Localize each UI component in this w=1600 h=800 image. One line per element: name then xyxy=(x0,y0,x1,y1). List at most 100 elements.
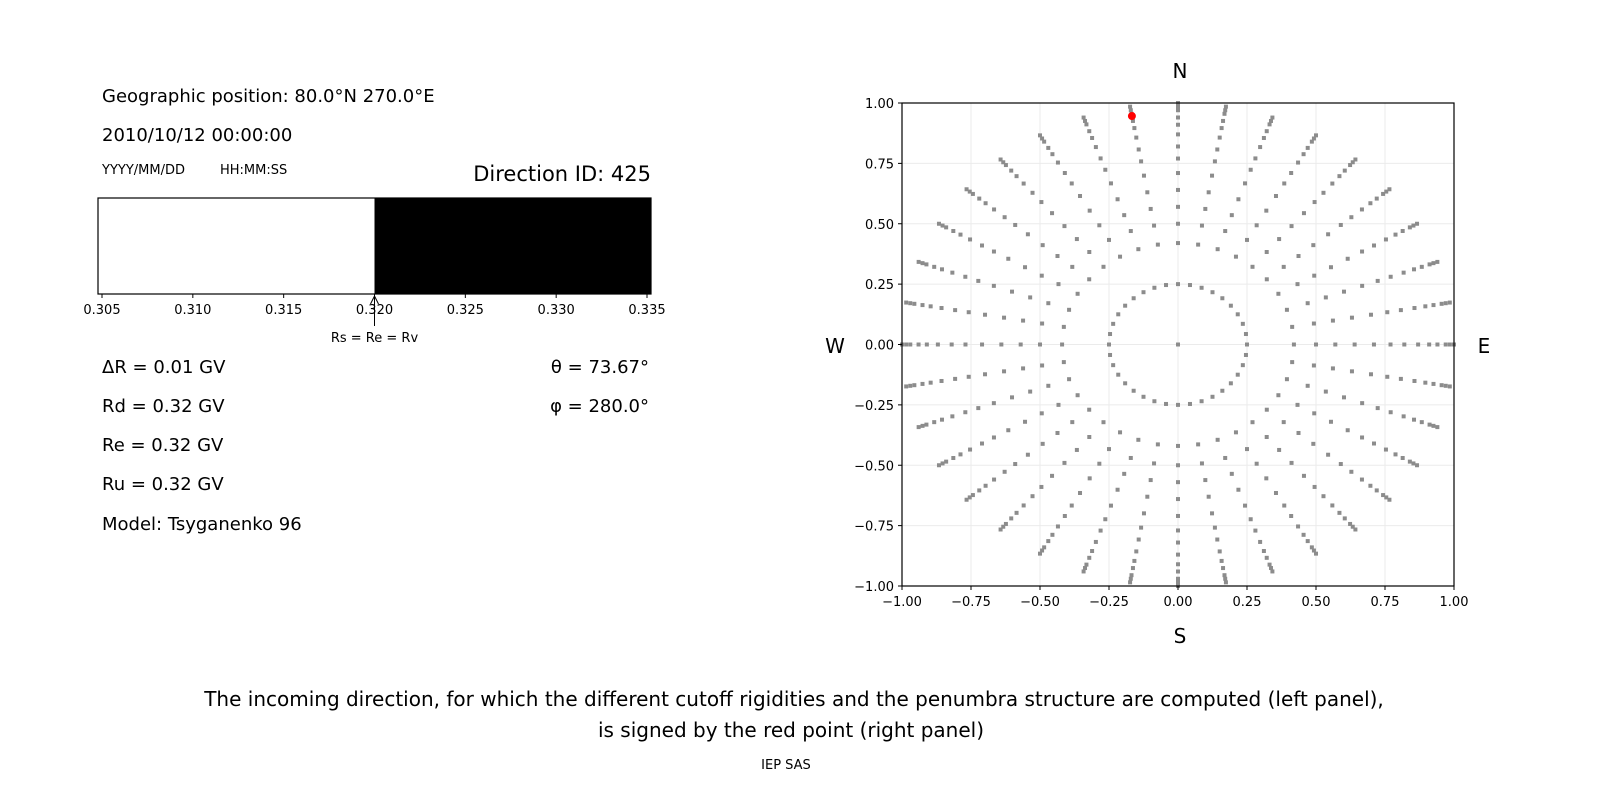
grid-point xyxy=(1009,168,1014,173)
grid-point xyxy=(1229,471,1234,476)
x-tick-label: 0.00 xyxy=(1164,595,1193,610)
grid-point xyxy=(1330,503,1335,508)
grid-point xyxy=(1148,206,1153,211)
grid-point xyxy=(1042,545,1047,550)
grid-point xyxy=(1136,437,1141,442)
x-tick-label: 0.50 xyxy=(1302,595,1331,610)
grid-point xyxy=(920,303,925,308)
grid-point xyxy=(1116,372,1121,377)
grid-point xyxy=(1196,442,1201,447)
grid-point xyxy=(1245,447,1249,452)
grid-point xyxy=(1111,363,1116,368)
grid-point xyxy=(1368,372,1373,377)
grid-point xyxy=(1341,289,1346,294)
grid-point xyxy=(1046,383,1051,388)
grid-point xyxy=(1375,278,1380,283)
grid-point xyxy=(1219,558,1224,563)
grid-point xyxy=(1289,224,1294,229)
grid-point xyxy=(1371,441,1376,446)
grid-point xyxy=(1055,430,1060,435)
grid-point xyxy=(1062,513,1067,518)
grid-point xyxy=(1277,237,1282,242)
grid-point xyxy=(944,225,949,230)
grid-point xyxy=(1350,524,1355,529)
grid-point xyxy=(970,493,975,498)
grid-point xyxy=(1039,273,1044,278)
grid-point xyxy=(970,191,975,196)
grid-point xyxy=(932,420,937,425)
grid-point xyxy=(1407,225,1412,230)
grid-point xyxy=(1291,342,1296,347)
grid-point xyxy=(1349,315,1354,320)
grid-point xyxy=(1360,283,1365,288)
grid-point xyxy=(1270,569,1275,574)
grid-point xyxy=(1243,181,1248,186)
grid-point xyxy=(1176,115,1180,120)
grid-point xyxy=(1087,129,1092,134)
grid-point xyxy=(983,483,988,488)
grid-point xyxy=(932,264,937,269)
grid-point xyxy=(1368,483,1373,488)
grid-point xyxy=(1069,503,1074,508)
grid-point xyxy=(1321,190,1326,195)
grid-point xyxy=(1264,476,1269,481)
grid-point xyxy=(1176,144,1180,149)
grid-point xyxy=(920,261,925,266)
grid-point xyxy=(1312,273,1317,278)
grid-point xyxy=(1250,264,1255,269)
grid-point xyxy=(1305,383,1310,388)
grid-point xyxy=(1264,208,1269,213)
grid-point xyxy=(1003,163,1008,168)
phi-label: φ = 280.0° xyxy=(550,396,649,417)
grid-point xyxy=(1447,342,1452,347)
rd-label: Rd = 0.32 GV xyxy=(102,396,225,417)
grid-point xyxy=(1268,118,1273,123)
grid-point xyxy=(1176,282,1180,287)
grid-point xyxy=(964,187,969,192)
grid-point xyxy=(1062,171,1067,176)
grid-point xyxy=(1264,129,1269,134)
grid-point xyxy=(1270,115,1275,120)
grid-point xyxy=(1098,528,1103,533)
grid-point xyxy=(924,422,929,427)
grid-point xyxy=(1342,516,1347,521)
y-tick-label: −0.75 xyxy=(854,520,894,535)
grid-point xyxy=(967,189,972,194)
grid-point xyxy=(991,435,996,440)
grid-point xyxy=(953,308,958,313)
grid-point xyxy=(1118,430,1123,435)
grid-point xyxy=(1258,539,1263,544)
grid-point xyxy=(916,342,921,347)
grid-point xyxy=(1311,548,1316,553)
grid-point xyxy=(1131,388,1136,393)
grid-point xyxy=(1381,191,1386,196)
grid-point xyxy=(1139,159,1144,164)
grid-point xyxy=(1427,262,1432,267)
grid-point xyxy=(1107,447,1111,452)
grid-point xyxy=(1264,407,1269,412)
grid-point xyxy=(1203,478,1208,483)
grid-point xyxy=(1229,213,1234,218)
grid-point xyxy=(1210,511,1215,516)
grid-point xyxy=(904,342,909,347)
grid-point xyxy=(1128,580,1133,585)
grid-point xyxy=(1348,163,1353,168)
y-tick-label: 0.00 xyxy=(865,339,894,354)
grid-point xyxy=(1248,167,1253,172)
grid-point xyxy=(1081,569,1086,574)
grid-point xyxy=(1131,296,1136,301)
grid-point xyxy=(1412,378,1417,383)
grid-point xyxy=(1295,402,1300,407)
grid-point xyxy=(1087,277,1092,282)
grid-point xyxy=(1353,527,1358,532)
grid-point xyxy=(1349,369,1354,374)
grid-point xyxy=(980,243,985,248)
grid-point xyxy=(1021,503,1026,508)
ru-label: Ru = 0.32 GV xyxy=(102,474,224,495)
grid-point xyxy=(1345,428,1350,433)
x-tick-label: 1.00 xyxy=(1440,595,1469,610)
grid-point xyxy=(1314,133,1318,138)
delta-r-label: ΔR = 0.01 GV xyxy=(102,357,226,378)
grid-point xyxy=(963,274,968,279)
grid-point xyxy=(1210,290,1215,295)
